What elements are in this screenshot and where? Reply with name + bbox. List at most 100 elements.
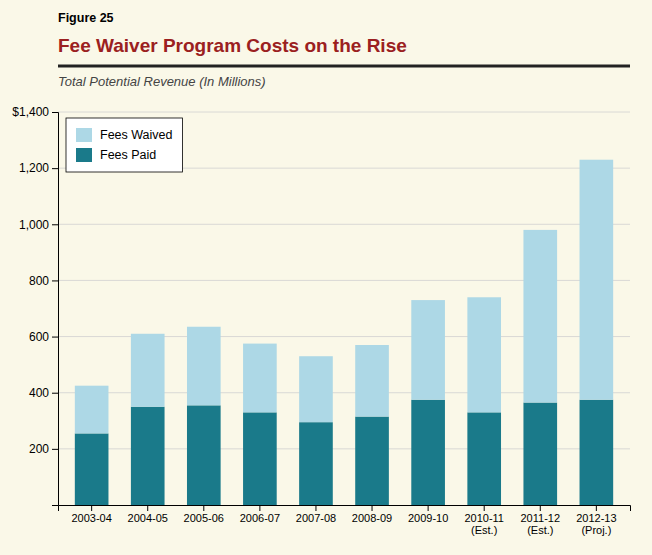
- x-tick-label: 2003-04: [71, 512, 111, 524]
- figure-label: Figure 25: [58, 11, 114, 25]
- y-tick-label: 800: [29, 274, 49, 288]
- x-tick: 2012-13(Proj.): [576, 505, 616, 536]
- y-tick-mark: [52, 280, 58, 281]
- chart-svg: Figure 25 Fee Waiver Program Costs on the…: [0, 0, 652, 555]
- x-tick-label-line: 2005-06: [184, 512, 224, 524]
- y-tick-label: 600: [29, 330, 49, 344]
- bar: [187, 327, 221, 406]
- x-tick: 2011-12(Est.): [520, 505, 560, 536]
- x-tick-label-line: 2010-11: [464, 512, 504, 524]
- x-tick: 2007-08: [296, 505, 336, 524]
- y-tick: 800: [29, 274, 58, 288]
- y-tick: 600: [29, 330, 58, 344]
- bar: [187, 405, 221, 505]
- x-tick: 2008-09: [352, 505, 392, 524]
- bar: [299, 356, 333, 422]
- x-tick-label: 2009-10: [408, 512, 448, 524]
- separator: [58, 65, 630, 68]
- legend: Fees Waived Fees Paid: [66, 118, 183, 172]
- bar: [411, 400, 445, 505]
- y-tick-mark: [52, 337, 58, 338]
- y-tick-mark: [52, 224, 58, 225]
- bar: [523, 230, 557, 403]
- x-tick-label-line: 2004-05: [128, 512, 168, 524]
- y-tick: 1,200: [19, 161, 58, 175]
- legend-label: Fees Paid: [100, 148, 156, 162]
- bar: [411, 300, 445, 400]
- bar: [299, 422, 333, 505]
- y-tick: 400: [29, 386, 58, 400]
- x-tick-label: 2006-07: [240, 512, 280, 524]
- bar: [75, 386, 109, 434]
- x-tick-label-line: 2006-07: [240, 512, 280, 524]
- bar: [355, 417, 389, 505]
- y-axis-line: [52, 113, 59, 506]
- title: Fee Waiver Program Costs on the Rise: [58, 35, 407, 56]
- bar: [355, 345, 389, 417]
- bar: [243, 412, 277, 505]
- bar-series: [75, 400, 613, 505]
- x-tick-label: 2008-09: [352, 512, 392, 524]
- x-tick-mark: [596, 505, 597, 511]
- x-tick-label-line: 2003-04: [71, 512, 111, 524]
- bar: [243, 344, 277, 413]
- x-tick-label-line: 2012-13: [576, 512, 616, 524]
- x-tick-label: 2007-08: [296, 512, 336, 524]
- legend-item: Fees Waived: [76, 128, 173, 142]
- x-tick-label: 2005-06: [184, 512, 224, 524]
- bar: [75, 433, 109, 505]
- bar: [523, 403, 557, 505]
- grid-line: [58, 224, 630, 225]
- y-tick-label: 1,200: [19, 161, 49, 175]
- x-tick-mark: [91, 505, 92, 511]
- x-tick-label-line: 2007-08: [296, 512, 336, 524]
- legend-swatch: [76, 148, 92, 162]
- x-tick-mark: [372, 505, 373, 511]
- x-tick-label: 2004-05: [128, 512, 168, 524]
- legend-box: [66, 118, 183, 172]
- x-tick: 2005-06: [184, 505, 224, 524]
- grid: [58, 112, 630, 449]
- bar: [131, 407, 165, 505]
- legend-label: Fees Waived: [100, 128, 173, 142]
- y-tick-label: 1,000: [19, 218, 49, 232]
- y-tick-mark: [52, 393, 58, 394]
- x-tick-mark: [315, 505, 316, 511]
- y-axis: 200 400 600 800 1,000 1,200 $1,400: [12, 105, 58, 505]
- bar: [580, 160, 614, 400]
- x-tick: 2004-05: [128, 505, 168, 524]
- y-tick: 200: [29, 442, 58, 456]
- x-tick-mark: [540, 505, 541, 511]
- y-tick-label: 200: [29, 442, 49, 456]
- x-axis-line: [59, 506, 631, 512]
- x-tick-label-line: 2008-09: [352, 512, 392, 524]
- x-tick-label: 2011-12(Est.): [520, 512, 560, 537]
- y-tick-mark: [52, 112, 58, 113]
- x-tick-label-line: (Est.): [527, 524, 553, 536]
- bars: [75, 160, 613, 505]
- background: [0, 0, 652, 555]
- legend-swatch: [76, 128, 92, 142]
- legend-item: Fees Paid: [76, 148, 156, 162]
- x-tick-mark: [428, 505, 429, 511]
- bar: [580, 400, 614, 505]
- bar: [467, 412, 501, 505]
- bar: [131, 334, 165, 407]
- x-tick-mark: [484, 505, 485, 511]
- y-tick: $1,400: [12, 105, 58, 119]
- x-tick-label-line: (Proj.): [581, 524, 611, 536]
- x-tick-mark: [259, 505, 260, 511]
- x-tick: 2006-07: [240, 505, 280, 524]
- bar-series: [75, 160, 613, 434]
- x-tick-label-line: 2011-12: [520, 512, 560, 524]
- y-tick-mark: [52, 449, 58, 450]
- subtitle: Total Potential Revenue (In Millions): [58, 74, 266, 89]
- x-axis: 2003-04 2004-05 2005-06 2006-07 2007-08 2008-…: [59, 505, 631, 536]
- x-tick: 2003-04: [71, 505, 111, 524]
- y-tick-mark: [52, 168, 58, 169]
- x-tick: 2009-10: [408, 505, 448, 524]
- grid-line: [58, 112, 630, 113]
- bar: [467, 297, 501, 412]
- x-tick-label-line: 2009-10: [408, 512, 448, 524]
- x-tick: 2010-11(Est.): [464, 505, 504, 536]
